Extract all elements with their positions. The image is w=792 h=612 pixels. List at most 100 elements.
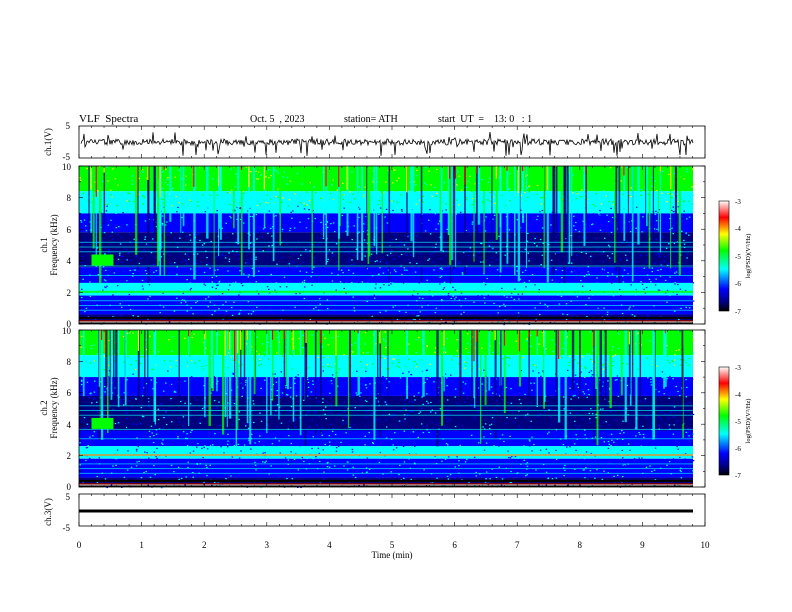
spectrogram-pixel bbox=[248, 422, 250, 424]
spectrogram-pixel bbox=[386, 311, 388, 313]
spectrogram-pixel bbox=[507, 257, 510, 260]
spectrogram-pixel bbox=[562, 200, 564, 202]
spectrogram-pixel bbox=[367, 332, 370, 334]
spectrogram-pixel bbox=[395, 425, 397, 427]
spectrogram-pixel bbox=[535, 469, 537, 471]
spectrogram-pixel bbox=[134, 269, 137, 271]
spectrogram-pixel bbox=[692, 339, 695, 341]
spectrogram-pixel bbox=[459, 444, 461, 447]
spectrogram-pixel bbox=[643, 288, 645, 290]
spectrogram-pixel bbox=[186, 217, 189, 219]
spectrogram-pixel bbox=[577, 362, 579, 364]
spectrogram-pixel bbox=[508, 281, 510, 283]
spectrogram-pixel bbox=[552, 351, 554, 353]
spectrogram-pixel bbox=[557, 296, 559, 299]
spectrogram-pixel bbox=[626, 166, 629, 168]
spectrogram-pixel bbox=[165, 280, 167, 282]
spectrogram-pixel bbox=[187, 248, 190, 250]
spectrogram-pixel bbox=[353, 225, 355, 227]
spectrogram-pixel bbox=[395, 271, 397, 273]
spectrogram-pixel bbox=[489, 314, 491, 317]
spectrogram-pixel bbox=[238, 202, 241, 204]
spectrogram-pixel bbox=[677, 484, 679, 486]
spectrogram-pixel bbox=[186, 279, 188, 281]
spectrogram-pixel bbox=[667, 359, 669, 361]
spectrogram-pixel bbox=[177, 278, 180, 280]
spectrogram-pixel bbox=[191, 296, 194, 298]
sferic-streak bbox=[440, 166, 443, 251]
spectrogram-pixel bbox=[266, 424, 269, 426]
spectrogram-pixel bbox=[573, 179, 575, 181]
spectrogram-pixel bbox=[271, 443, 274, 445]
spectrogram-pixel bbox=[211, 484, 213, 486]
sferic-streak bbox=[218, 166, 221, 229]
spectrogram-pixel bbox=[310, 302, 313, 304]
spectrogram-pixel bbox=[591, 461, 594, 464]
spectrogram-pixel bbox=[408, 296, 411, 299]
spectrogram-pixel bbox=[349, 201, 352, 203]
spectrogram-pixel bbox=[110, 484, 113, 486]
ch1-cbar-tick-m5: -5 bbox=[735, 253, 741, 261]
spectrogram-pixel bbox=[342, 421, 344, 423]
spectrogram-pixel bbox=[460, 189, 463, 191]
spectrogram-pixel bbox=[166, 273, 169, 275]
spectrogram-pixel bbox=[280, 371, 283, 373]
spectrogram-pixel bbox=[692, 203, 694, 205]
spectrogram-pixel bbox=[120, 301, 123, 303]
spectrogram-pixel bbox=[250, 433, 253, 435]
spectrogram-pixel bbox=[294, 382, 296, 384]
spectrogram-pixel bbox=[425, 369, 428, 372]
spectrogram-pixel bbox=[308, 410, 311, 413]
spectrogram-pixel bbox=[79, 464, 81, 466]
spectrogram-pixel bbox=[339, 281, 342, 283]
sferic-streak bbox=[137, 166, 139, 270]
spectrogram-pixel bbox=[392, 449, 395, 451]
spectrogram-pixel bbox=[585, 451, 588, 453]
spectrogram-pixel bbox=[658, 248, 661, 251]
spectrogram-pixel bbox=[677, 206, 680, 208]
spectrogram-pixel bbox=[447, 431, 450, 433]
spectrogram-pixel bbox=[585, 250, 587, 252]
spectrogram-pixel bbox=[317, 244, 320, 246]
spectrogram-pixel bbox=[591, 172, 593, 174]
spectrogram-pixel bbox=[242, 222, 245, 224]
spectrogram-pixel bbox=[505, 423, 507, 425]
spectrogram-pixel bbox=[621, 275, 624, 277]
spectrogram-pixel bbox=[534, 439, 537, 441]
spectrogram-pixel bbox=[271, 226, 274, 228]
spectrogram-pixel bbox=[179, 233, 181, 235]
spectrogram-pixel bbox=[230, 475, 232, 477]
spectrogram-pixel bbox=[595, 413, 598, 415]
spectrogram-pixel bbox=[142, 416, 145, 418]
spectrogram-pixel bbox=[114, 178, 117, 180]
spectrogram-pixel bbox=[507, 450, 509, 452]
spectrogram-pixel bbox=[322, 366, 325, 368]
spectrogram-pixel bbox=[144, 213, 146, 215]
spectrogram-pixel bbox=[255, 258, 257, 260]
spectrogram-pixel bbox=[531, 274, 534, 276]
spectrogram-pixel bbox=[486, 188, 489, 190]
spectrogram-pixel bbox=[305, 191, 308, 193]
spectrogram-pixel bbox=[276, 267, 279, 270]
spectrogram-pixel bbox=[521, 265, 524, 268]
spectrogram-pixel bbox=[212, 461, 214, 463]
spectrogram-pixel bbox=[280, 201, 283, 203]
spectrogram-pixel bbox=[542, 202, 544, 204]
spectrogram-pixel bbox=[174, 176, 176, 178]
spectrogram-pixel bbox=[192, 476, 195, 478]
spectrogram-pixel bbox=[415, 451, 417, 453]
spectrogram-pixel bbox=[320, 210, 323, 212]
spectrogram-pixel bbox=[196, 233, 199, 235]
spectrogram-pixel bbox=[259, 203, 262, 205]
spectrogram-pixel bbox=[386, 254, 389, 256]
sferic-streak bbox=[367, 166, 370, 265]
spectrogram-pixel bbox=[139, 362, 142, 365]
spectrogram-pixel bbox=[510, 292, 513, 294]
spectrogram-pixel bbox=[106, 205, 108, 207]
spectrogram-pixel bbox=[92, 408, 95, 411]
spectrogram-pixel bbox=[136, 477, 139, 479]
spectrogram-pixel bbox=[645, 261, 647, 263]
spectrogram-pixel bbox=[203, 222, 206, 224]
spectrogram-pixel bbox=[246, 259, 249, 261]
spectrogram-pixel bbox=[655, 396, 657, 398]
